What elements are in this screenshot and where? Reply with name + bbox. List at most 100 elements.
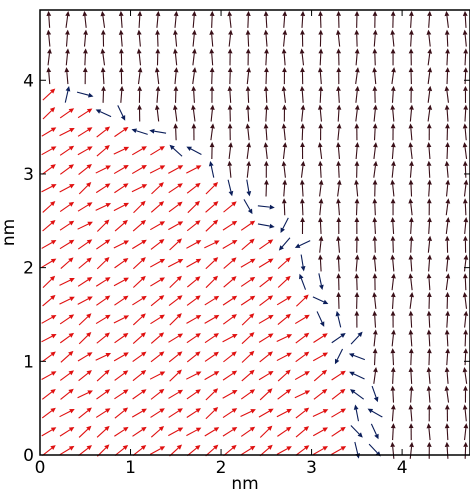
arrow-domain-dark <box>445 310 450 328</box>
arrow-domain-dark <box>172 104 178 122</box>
arrow-domain-dark <box>245 48 251 66</box>
arrow-domain-dark <box>445 254 451 272</box>
arrow-domain-red <box>222 239 238 249</box>
arrow-domain-dark <box>373 366 378 384</box>
arrow-domain-dark <box>318 179 324 197</box>
arrow-domain-red <box>331 388 346 400</box>
arrow-domain-dark <box>444 441 450 459</box>
arrow-domain-red <box>95 277 111 287</box>
arrow-domain-dark <box>408 216 414 234</box>
arrow-field <box>41 10 469 459</box>
arrow-domain-dark <box>336 254 341 272</box>
arrow-domain-wall <box>370 423 379 440</box>
arrow-domain-dark <box>300 67 305 85</box>
arrow-domain-red <box>222 314 237 325</box>
arrow-domain-red <box>113 352 129 362</box>
arrow-domain-dark <box>390 10 396 28</box>
arrow-domain-dark <box>191 85 197 103</box>
arrow-domain-red <box>96 126 111 138</box>
arrow-domain-red <box>41 127 57 137</box>
arrow-domain-red <box>132 370 147 382</box>
arrow-domain-dark <box>372 48 378 66</box>
arrow-domain-dark <box>336 235 341 253</box>
arrow-domain-red <box>168 351 183 363</box>
arrow-domain-dark <box>408 48 414 66</box>
arrow-domain-dark <box>445 273 451 291</box>
arrow-domain-red <box>77 277 93 287</box>
arrow-domain-dark <box>354 273 360 291</box>
arrow-domain-red <box>331 446 347 455</box>
arrow-domain-red <box>114 258 129 269</box>
arrow-domain-dark <box>427 67 433 85</box>
arrow-domain-dark <box>391 273 396 291</box>
arrow-domain-red <box>96 257 110 270</box>
arrow-domain-wall <box>117 105 126 121</box>
arrow-domain-red <box>258 408 274 418</box>
arrow-domain-red <box>258 333 274 343</box>
arrow-domain-red <box>222 389 238 399</box>
arrow-domain-dark <box>390 366 396 384</box>
arrow-domain-dark <box>426 385 432 403</box>
arrow-domain-red <box>150 388 165 400</box>
arrow-domain-dark <box>409 441 414 459</box>
arrow-domain-red <box>59 427 75 437</box>
arrow-domain-dark <box>408 348 414 366</box>
arrow-domain-red <box>95 408 111 418</box>
arrow-domain-red <box>77 108 93 119</box>
arrow-domain-red <box>42 107 56 120</box>
arrow-domain-red <box>78 182 92 195</box>
arrow-domain-dark <box>209 85 215 103</box>
arrow-domain-red <box>78 425 92 438</box>
arrow-domain-red <box>77 146 93 156</box>
arrow-domain-dark <box>354 85 360 103</box>
arrow-domain-wall <box>350 331 363 345</box>
arrow-domain-red <box>95 165 111 174</box>
arrow-domain-dark <box>408 235 414 253</box>
arrow-domain-red <box>41 164 56 175</box>
arrow-domain-dark <box>354 291 360 309</box>
arrow-domain-red <box>240 276 256 287</box>
arrow-domain-wall <box>334 348 344 365</box>
arrow-domain-dark <box>463 329 469 347</box>
arrow-domain-dark <box>427 235 433 253</box>
arrow-domain-red <box>59 201 75 213</box>
arrow-domain-red <box>132 445 147 457</box>
arrow-domain-red <box>186 295 201 306</box>
arrow-domain-red <box>294 390 311 399</box>
arrow-domain-dark <box>82 67 88 85</box>
arrow-domain-red <box>169 275 182 288</box>
arrow-domain-wall <box>95 109 112 118</box>
arrow-domain-red <box>295 407 310 419</box>
arrow-domain-red <box>168 201 183 213</box>
arrow-domain-red <box>205 182 219 195</box>
arrow-domain-dark <box>354 104 360 122</box>
arrow-domain-red <box>204 295 220 306</box>
arrow-domain-red <box>150 239 165 250</box>
x-tick-label: 4 <box>397 458 408 478</box>
arrow-domain-dark <box>463 310 469 328</box>
arrow-domain-red <box>96 369 110 382</box>
arrow-domain-red <box>241 369 255 382</box>
arrow-domain-dark <box>408 423 414 441</box>
arrow-domain-red <box>131 146 147 156</box>
arrow-domain-red <box>95 183 111 194</box>
arrow-domain-dark <box>354 10 360 28</box>
arrow-domain-dark <box>317 142 323 160</box>
arrow-domain-dark <box>390 291 396 309</box>
arrow-domain-dark <box>282 104 287 122</box>
arrow-domain-dark <box>390 123 396 141</box>
arrow-domain-red <box>96 425 110 438</box>
arrow-domain-red <box>276 446 292 455</box>
arrow-domain-dark <box>335 29 341 47</box>
arrow-domain-red <box>168 427 184 437</box>
arrow-domain-red <box>77 239 93 250</box>
arrow-domain-red <box>241 332 255 345</box>
arrow-domain-dark <box>354 179 359 197</box>
arrow-domain-red <box>277 275 291 288</box>
arrow-domain-dark <box>336 67 342 85</box>
arrow-domain-red <box>222 295 238 306</box>
arrow-domain-dark <box>65 29 70 47</box>
arrow-domain-dark <box>390 29 396 47</box>
arrow-domain-dark <box>444 385 450 403</box>
